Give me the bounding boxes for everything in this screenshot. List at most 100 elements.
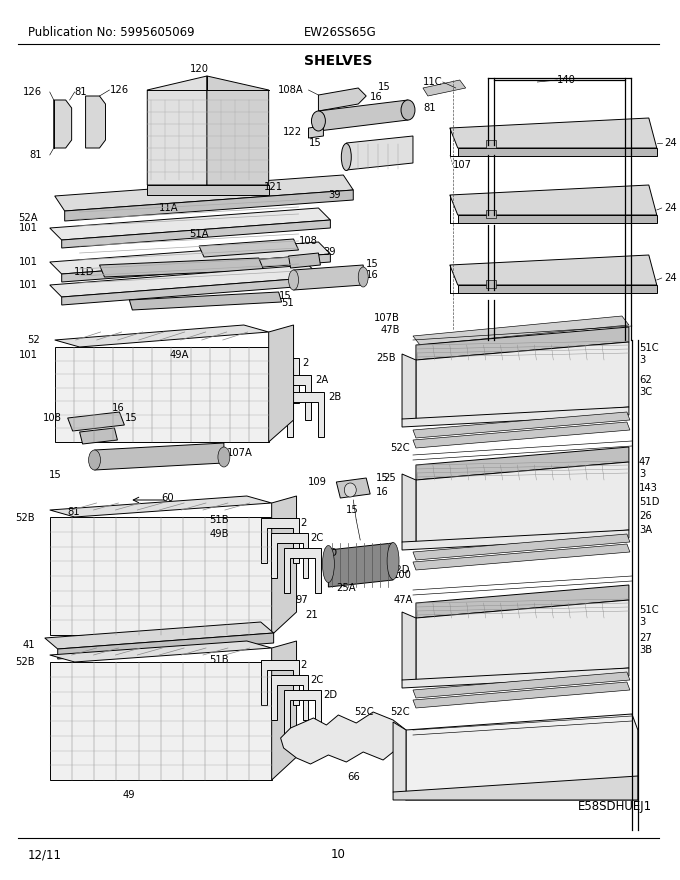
- Polygon shape: [129, 292, 282, 310]
- Polygon shape: [402, 530, 629, 550]
- Polygon shape: [207, 76, 269, 185]
- Text: E58SDHUEJ1: E58SDHUEJ1: [578, 800, 652, 813]
- Polygon shape: [54, 100, 71, 148]
- Polygon shape: [416, 462, 629, 548]
- Text: 16: 16: [112, 403, 124, 413]
- Polygon shape: [413, 672, 630, 698]
- Text: 3: 3: [639, 355, 645, 365]
- Polygon shape: [486, 140, 496, 148]
- Text: 15: 15: [367, 259, 379, 269]
- Text: SHELVES: SHELVES: [304, 54, 373, 68]
- Polygon shape: [62, 220, 330, 248]
- Polygon shape: [86, 96, 105, 148]
- Text: 25A: 25A: [337, 583, 356, 593]
- Text: 109: 109: [307, 477, 326, 487]
- Text: 15: 15: [49, 470, 62, 480]
- Polygon shape: [80, 428, 118, 444]
- Text: 2A: 2A: [316, 375, 328, 385]
- Polygon shape: [148, 185, 269, 195]
- Polygon shape: [458, 148, 657, 156]
- Text: 16: 16: [367, 270, 379, 280]
- Text: 140: 140: [558, 75, 576, 85]
- Text: 15: 15: [378, 82, 391, 92]
- Polygon shape: [284, 690, 322, 735]
- Polygon shape: [328, 543, 393, 587]
- Polygon shape: [95, 443, 224, 470]
- Polygon shape: [449, 255, 657, 285]
- Text: 16: 16: [376, 487, 389, 497]
- Text: 47A: 47A: [393, 595, 413, 605]
- Text: 11A: 11A: [159, 203, 179, 213]
- Text: 51C: 51C: [639, 343, 658, 353]
- Polygon shape: [413, 544, 630, 570]
- Polygon shape: [271, 533, 309, 578]
- Text: 126: 126: [22, 87, 41, 97]
- Polygon shape: [281, 712, 406, 764]
- Polygon shape: [148, 76, 207, 185]
- Text: 107: 107: [453, 160, 472, 170]
- Polygon shape: [54, 175, 354, 211]
- Text: 51: 51: [282, 298, 294, 308]
- Polygon shape: [416, 327, 629, 360]
- Text: 15: 15: [346, 505, 359, 515]
- Text: 24: 24: [665, 273, 677, 283]
- Polygon shape: [272, 641, 296, 780]
- Text: EW26SS65G: EW26SS65G: [303, 26, 376, 39]
- Polygon shape: [260, 518, 299, 563]
- Polygon shape: [68, 412, 124, 431]
- Text: 52D: 52D: [390, 565, 410, 575]
- Polygon shape: [413, 422, 630, 448]
- Polygon shape: [416, 600, 629, 686]
- Text: 49: 49: [123, 790, 136, 800]
- Text: 15: 15: [279, 291, 292, 301]
- Polygon shape: [458, 285, 657, 293]
- Text: 47: 47: [639, 457, 651, 467]
- Polygon shape: [54, 325, 269, 347]
- Text: 52C: 52C: [354, 707, 374, 717]
- Polygon shape: [65, 190, 354, 221]
- Text: 2: 2: [301, 518, 307, 528]
- Polygon shape: [423, 80, 466, 96]
- Text: 51B: 51B: [209, 515, 229, 525]
- Text: 81: 81: [423, 103, 436, 113]
- Ellipse shape: [341, 143, 352, 171]
- Polygon shape: [402, 474, 416, 548]
- Text: 24: 24: [665, 138, 677, 148]
- Text: Publication No: 5995605069: Publication No: 5995605069: [28, 26, 194, 39]
- Text: 49B: 49B: [209, 529, 229, 539]
- Text: 101: 101: [19, 350, 38, 360]
- Bar: [50, 517, 272, 635]
- Text: 108: 108: [43, 413, 62, 423]
- Polygon shape: [416, 342, 629, 425]
- Text: 2C: 2C: [311, 675, 324, 685]
- Text: 25B: 25B: [377, 353, 396, 363]
- Text: 81: 81: [75, 87, 87, 97]
- Ellipse shape: [322, 546, 335, 583]
- Text: 52C: 52C: [390, 707, 410, 717]
- Text: 15: 15: [376, 473, 389, 483]
- Text: 3: 3: [639, 469, 645, 479]
- Polygon shape: [269, 325, 294, 442]
- Text: 2: 2: [303, 358, 309, 368]
- Polygon shape: [413, 316, 629, 345]
- Text: 3A: 3A: [639, 525, 652, 535]
- Text: 101: 101: [19, 257, 38, 267]
- Text: 24: 24: [665, 203, 677, 213]
- Text: 3B: 3B: [639, 645, 652, 655]
- Polygon shape: [284, 548, 322, 593]
- Text: 2B: 2B: [328, 392, 341, 402]
- Polygon shape: [50, 265, 320, 297]
- Text: 122: 122: [282, 127, 301, 137]
- Text: 52: 52: [27, 335, 40, 345]
- Text: 10: 10: [331, 848, 345, 861]
- Polygon shape: [50, 496, 272, 517]
- Polygon shape: [413, 682, 630, 708]
- Polygon shape: [286, 392, 324, 437]
- Polygon shape: [260, 660, 299, 705]
- Text: 121: 121: [264, 182, 283, 192]
- Polygon shape: [260, 358, 299, 403]
- Polygon shape: [486, 210, 496, 218]
- Polygon shape: [288, 253, 320, 268]
- Polygon shape: [50, 242, 330, 274]
- Text: 52A: 52A: [18, 213, 38, 223]
